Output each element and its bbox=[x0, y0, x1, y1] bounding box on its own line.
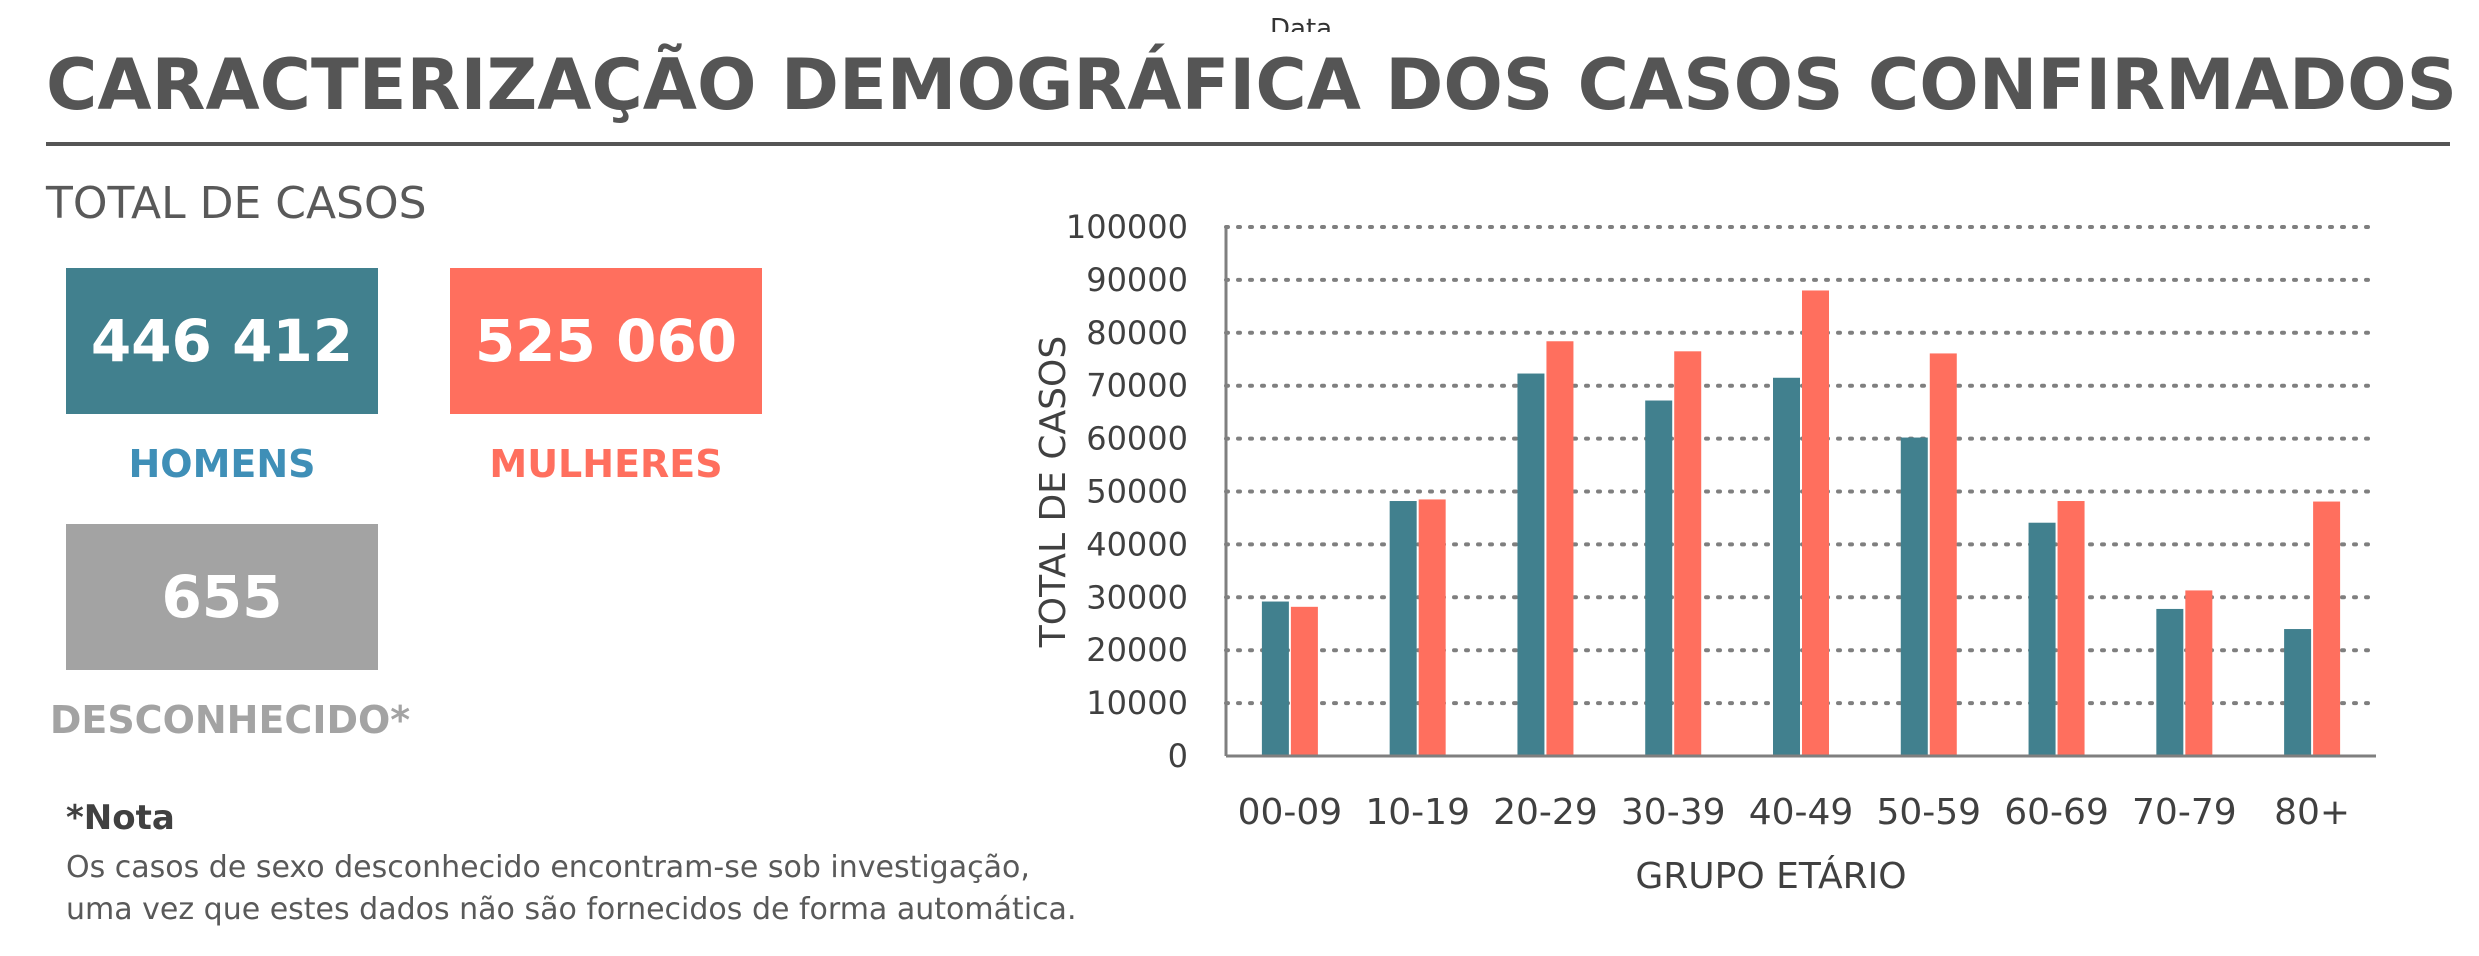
bar-50-59-series-1 bbox=[1900, 437, 1928, 756]
x-tick-label: 60-69 bbox=[2004, 792, 2109, 833]
women-total-box: 525 060 bbox=[450, 268, 762, 414]
bar-40-49-series-2 bbox=[1802, 290, 1829, 756]
men-total-value: 446 412 bbox=[90, 307, 354, 375]
bar-80+-series-2 bbox=[2313, 501, 2341, 756]
bar-10-19-series-1 bbox=[1389, 501, 1417, 756]
top-cut-text: Data bbox=[1270, 16, 1333, 32]
y-tick-label: 100000 bbox=[1066, 208, 1188, 246]
y-tick-label: 90000 bbox=[1086, 261, 1188, 299]
x-tick-label: 70-79 bbox=[2132, 792, 2237, 833]
women-label: MULHERES bbox=[489, 442, 723, 486]
chart-bars bbox=[1261, 290, 2341, 756]
bar-30-39-series-1 bbox=[1645, 400, 1673, 756]
y-tick-label: 80000 bbox=[1086, 314, 1188, 352]
unknown-total-value: 655 bbox=[161, 563, 283, 631]
x-axis-title: GRUPO ETÁRIO bbox=[1635, 855, 1906, 897]
x-tick-label: 00-09 bbox=[1238, 792, 1343, 833]
bar-70-79-series-1 bbox=[2156, 608, 2184, 756]
chart-labels: 0 10000 20000 30000 40000 50000 60000 70000 8000… bbox=[1066, 208, 2350, 833]
x-tick-label: 80+ bbox=[2274, 792, 2350, 833]
bar-30-39-series-2 bbox=[1674, 351, 1702, 756]
bar-20-29-series-1 bbox=[1517, 373, 1545, 756]
x-tick-label: 50-59 bbox=[1876, 792, 1981, 833]
x-tick-label: 30-39 bbox=[1621, 792, 1726, 833]
bar-70-79-series-2 bbox=[2185, 590, 2213, 756]
x-tick-label: 40-49 bbox=[1749, 792, 1854, 833]
unknown-label: DESCONHECIDO* bbox=[49, 698, 411, 742]
bar-00-09-series-2 bbox=[1290, 606, 1318, 756]
title-divider bbox=[46, 142, 2450, 146]
men-label: HOMENS bbox=[128, 442, 316, 486]
chart-gridlines bbox=[1224, 225, 2378, 706]
y-tick-label: 30000 bbox=[1086, 578, 1188, 616]
y-tick-label: 0 bbox=[1168, 737, 1188, 775]
page-title: CARACTERIZAÇÃO DEMOGRÁFICA DOS CASOS CON… bbox=[46, 44, 2458, 126]
men-total-box: 446 412 bbox=[66, 268, 378, 414]
unknown-total-box: 655 bbox=[66, 524, 378, 670]
women-total-value: 525 060 bbox=[474, 307, 738, 375]
y-tick-label: 10000 bbox=[1086, 684, 1188, 722]
bar-00-09-series-1 bbox=[1261, 601, 1289, 756]
total-cases-heading: TOTAL DE CASOS bbox=[46, 178, 427, 229]
y-tick-label: 40000 bbox=[1086, 525, 1188, 563]
bar-40-49-series-1 bbox=[1773, 377, 1800, 756]
note-title: *Nota bbox=[66, 798, 175, 838]
x-tick-label: 20-29 bbox=[1493, 792, 1598, 833]
x-tick-label: 10-19 bbox=[1365, 792, 1470, 833]
y-axis-title: TOTAL DE CASOS bbox=[1033, 336, 1074, 648]
bar-80+-series-1 bbox=[2284, 629, 2312, 756]
y-tick-label: 50000 bbox=[1086, 473, 1188, 511]
bar-20-29-series-2 bbox=[1546, 341, 1574, 756]
bar-50-59-series-2 bbox=[1929, 353, 1957, 756]
y-tick-label: 70000 bbox=[1086, 367, 1188, 405]
y-tick-label: 20000 bbox=[1086, 631, 1188, 669]
y-tick-label: 60000 bbox=[1086, 420, 1188, 458]
bar-10-19-series-2 bbox=[1418, 499, 1446, 756]
bar-60-69-series-1 bbox=[2028, 522, 2056, 756]
bar-60-69-series-2 bbox=[2057, 501, 2085, 756]
note-line-2: uma vez que estes dados não são fornecid… bbox=[66, 892, 1077, 927]
chart-axes bbox=[1224, 227, 2376, 758]
note-line-1: Os casos de sexo desconhecido encontram-… bbox=[66, 850, 1030, 885]
